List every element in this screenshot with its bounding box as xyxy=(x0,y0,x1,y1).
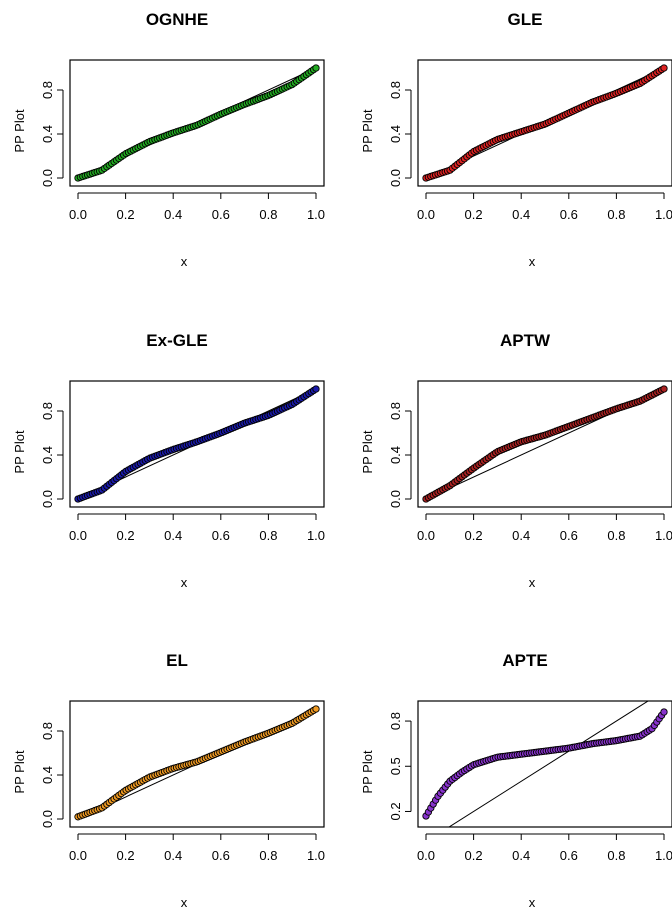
x-tick-label: 0.2 xyxy=(465,207,483,222)
x-tick-label: 0.4 xyxy=(164,207,182,222)
x-tick-label: 1.0 xyxy=(307,848,325,863)
x-axis-label: x xyxy=(181,254,188,269)
y-tick-label: 0.5 xyxy=(388,757,403,775)
x-tick-label: 0.8 xyxy=(607,848,625,863)
x-tick-label: 1.0 xyxy=(307,207,325,222)
x-tick-label: 1.0 xyxy=(655,207,672,222)
y-tick-label: 0.8 xyxy=(40,81,55,99)
y-tick-label: 0.8 xyxy=(40,722,55,740)
x-tick-label: 0.4 xyxy=(512,207,530,222)
chart-panel-gle: GLE 0.0 0.2 0.4 0.6 0.8 1.0 x 0.0 0.4 0.8 PP Plot xyxy=(360,10,672,269)
plot-area xyxy=(422,64,668,182)
plot-area xyxy=(74,64,320,182)
y-tick-label: 0.0 xyxy=(40,490,55,508)
x-tick-label: 1.0 xyxy=(307,528,325,543)
chart-title: OGNHE xyxy=(146,10,208,29)
chart-panel-el: EL 0.0 0.2 0.4 0.6 0.8 1.0 x 0.0 0.4 0.8 PP Plot xyxy=(12,651,325,910)
y-tick-label: 0.4 xyxy=(40,125,55,143)
x-tick-label: 0.2 xyxy=(117,528,135,543)
plot-frame xyxy=(417,700,672,828)
data-point xyxy=(312,385,320,393)
y-tick-label: 0.4 xyxy=(388,446,403,464)
x-tick-label: 0.4 xyxy=(512,528,530,543)
y-tick-label: 0.4 xyxy=(388,125,403,143)
y-tick-label: 0.0 xyxy=(40,169,55,187)
x-tick-label: 0.8 xyxy=(259,848,277,863)
x-tick-label: 0.4 xyxy=(164,528,182,543)
plot-area xyxy=(74,385,320,503)
y-tick-label: 0.8 xyxy=(388,81,403,99)
x-axis-label: x xyxy=(529,895,536,910)
chart-title: EL xyxy=(166,651,188,670)
chart-panel-ex-gle: Ex-GLE 0.0 0.2 0.4 0.6 0.8 1.0 x 0.0 0.4 0.8 PP Plo… xyxy=(12,331,325,590)
x-tick-label: 0.8 xyxy=(259,207,277,222)
y-tick-label: 0.4 xyxy=(40,446,55,464)
x-tick-label: 0.0 xyxy=(417,848,435,863)
y-axis-label: PP Plot xyxy=(12,750,27,794)
y-tick-label: 0.4 xyxy=(40,766,55,784)
y-axis-label: PP Plot xyxy=(360,750,375,794)
x-tick-label: 0.2 xyxy=(465,848,483,863)
chart-panel-apte: APTE 0.0 0.2 0.4 0.6 0.8 1.0 x 0.2 0.5 0.8 PP Plot xyxy=(360,651,672,910)
data-point xyxy=(660,64,668,72)
data-point xyxy=(312,705,320,713)
plot-area xyxy=(422,385,668,503)
y-tick-label: 0.8 xyxy=(388,712,403,730)
chart-title: APTE xyxy=(502,651,547,670)
x-tick-label: 0.8 xyxy=(259,528,277,543)
y-axis-label: PP Plot xyxy=(360,430,375,474)
x-tick-label: 0.4 xyxy=(164,848,182,863)
y-tick-label: 0.2 xyxy=(388,802,403,820)
x-axis-label: x xyxy=(529,254,536,269)
x-tick-label: 0.6 xyxy=(212,848,230,863)
y-axis-label: PP Plot xyxy=(12,109,27,153)
y-tick-label: 0.0 xyxy=(388,169,403,187)
x-tick-label: 0.4 xyxy=(512,848,530,863)
x-tick-label: 0.2 xyxy=(117,848,135,863)
x-tick-label: 0.2 xyxy=(117,207,135,222)
x-tick-label: 0.6 xyxy=(560,848,578,863)
y-axis-label: PP Plot xyxy=(360,109,375,153)
plot-frame xyxy=(69,700,325,828)
chart-panel-aptw: APTW 0.0 0.2 0.4 0.6 0.8 1.0 x 0.0 0.4 0.8 PP Plot xyxy=(360,331,672,590)
data-point xyxy=(660,385,668,393)
chart-title: Ex-GLE xyxy=(146,331,207,350)
x-tick-label: 0.6 xyxy=(212,207,230,222)
x-tick-label: 0.8 xyxy=(607,207,625,222)
plot-frame xyxy=(69,59,325,187)
plot-frame xyxy=(417,59,672,187)
plot-frame xyxy=(417,380,672,508)
x-tick-label: 0.0 xyxy=(417,528,435,543)
y-axis-label: PP Plot xyxy=(12,430,27,474)
chart-title: APTW xyxy=(500,331,551,350)
chart-title: GLE xyxy=(508,10,543,29)
x-axis-label: x xyxy=(529,575,536,590)
x-tick-label: 0.0 xyxy=(69,848,87,863)
reference-line xyxy=(448,701,650,827)
x-tick-label: 0.6 xyxy=(560,528,578,543)
x-axis-label: x xyxy=(181,895,188,910)
x-tick-label: 1.0 xyxy=(655,528,672,543)
plot-area xyxy=(74,705,320,821)
x-tick-label: 0.0 xyxy=(417,207,435,222)
x-tick-label: 0.6 xyxy=(212,528,230,543)
x-tick-label: 0.6 xyxy=(560,207,578,222)
x-axis-label: x xyxy=(181,575,188,590)
chart-panel-ognhe: OGNHE 0.0 0.2 0.4 0.6 0.8 1.0 x 0.0 0.4 0.8 PP Plot xyxy=(12,10,325,269)
data-point xyxy=(660,708,668,716)
plot-area xyxy=(422,701,668,827)
y-tick-label: 0.8 xyxy=(40,402,55,420)
x-tick-label: 1.0 xyxy=(655,848,672,863)
x-tick-label: 0.8 xyxy=(607,528,625,543)
x-tick-label: 0.0 xyxy=(69,528,87,543)
y-tick-label: 0.8 xyxy=(388,402,403,420)
plot-frame xyxy=(69,380,325,508)
x-tick-label: 0.0 xyxy=(69,207,87,222)
y-tick-label: 0.0 xyxy=(388,490,403,508)
x-tick-label: 0.2 xyxy=(465,528,483,543)
y-tick-label: 0.0 xyxy=(40,810,55,828)
data-point xyxy=(312,64,320,72)
